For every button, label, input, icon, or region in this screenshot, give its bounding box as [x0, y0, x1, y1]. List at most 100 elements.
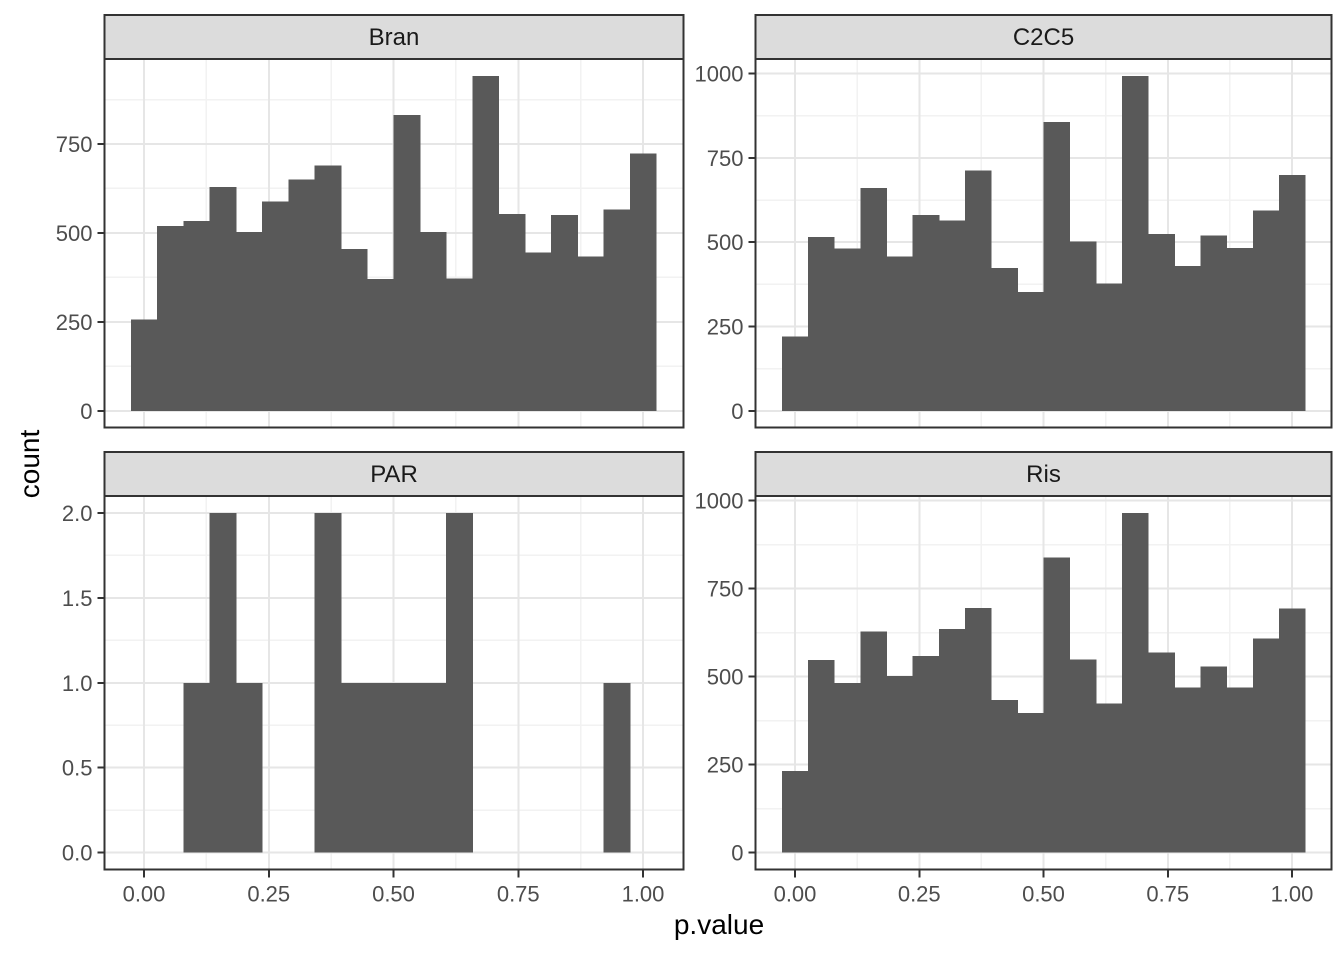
- histogram-bar: [340, 682, 368, 853]
- x-tick-label: 0.75: [497, 882, 540, 907]
- x-tick-label: 1.00: [622, 882, 665, 907]
- histogram-bar: [1200, 666, 1228, 853]
- facet-ris: Ris 0 250 500 750 1000 0.00 0.25 0.50 0.75 1.00: [695, 451, 1333, 907]
- histogram-bar: [781, 336, 809, 411]
- y-tick-label: 2.0: [62, 501, 93, 526]
- x-tick-label: 1.00: [1271, 882, 1314, 907]
- histogram-bar: [157, 225, 184, 411]
- histogram-bar: [834, 248, 861, 411]
- facet-strip: [103, 451, 685, 497]
- histogram-bar: [393, 682, 421, 853]
- histogram-bar: [393, 115, 421, 411]
- histogram-bar: [1069, 659, 1097, 853]
- histogram-bar: [419, 231, 447, 411]
- histogram-bar: [603, 682, 631, 853]
- histogram-bar: [262, 201, 289, 411]
- y-tick-label: 1.5: [62, 586, 93, 611]
- x-tick-label: 0.50: [372, 882, 415, 907]
- histogram-bars: [130, 75, 657, 411]
- y-tick-label: 250: [56, 310, 93, 335]
- histogram-bars: [781, 75, 1306, 411]
- histogram-bar: [965, 607, 992, 853]
- histogram-bar: [524, 252, 552, 411]
- histogram-bar: [1278, 608, 1306, 853]
- facet-strip-label: C2C5: [1013, 24, 1074, 51]
- histogram-bar: [860, 631, 888, 853]
- histogram-bar: [183, 221, 211, 411]
- histogram-bar: [1121, 75, 1149, 411]
- histogram-bar: [577, 256, 605, 411]
- histogram-bar: [1121, 512, 1149, 853]
- histogram-bar: [235, 231, 263, 411]
- histogram-bar: [912, 214, 940, 411]
- histogram-bar: [314, 512, 342, 853]
- histogram-bar: [781, 770, 809, 853]
- histogram-bar: [860, 187, 888, 411]
- facet-strip-label: Ris: [1026, 461, 1061, 488]
- y-tick-label: 0: [731, 841, 743, 866]
- y-tick-label: 1000: [695, 489, 744, 514]
- histogram-bar: [183, 682, 211, 853]
- facet-strip: [754, 451, 1333, 497]
- histogram-bar: [1252, 638, 1280, 853]
- y-tick-label: 500: [707, 230, 744, 255]
- histogram-bar: [340, 248, 368, 411]
- histogram-bar: [1069, 241, 1097, 411]
- y-tick-label: 750: [707, 146, 744, 171]
- y-tick-label: 1.0: [62, 671, 93, 696]
- histogram-bar: [367, 682, 394, 853]
- histogram-bar: [1252, 210, 1280, 411]
- x-tick-label: 0.25: [247, 882, 290, 907]
- histogram-bar: [629, 153, 657, 411]
- histogram-bar: [1043, 557, 1071, 853]
- histogram-bar: [1017, 713, 1044, 853]
- histogram-bar: [1174, 266, 1201, 411]
- histogram-bars: [781, 512, 1306, 853]
- x-tick-label: 0.00: [123, 882, 166, 907]
- histogram-bar: [367, 279, 394, 411]
- facet-bran: Bran 0 250 500 750: [56, 14, 685, 429]
- x-tick-label: 0.00: [774, 882, 817, 907]
- histogram-bar: [551, 215, 578, 411]
- histogram-bar: [1174, 687, 1201, 853]
- y-tick-label: 0.0: [62, 841, 93, 866]
- histogram-bars: [183, 512, 631, 853]
- facet-par: PAR 0.0 0.5 1.0 1.5 2.0 0.00 0.25 0.50 0.75 1.00: [62, 451, 685, 907]
- histogram-bar: [130, 319, 158, 411]
- histogram-bar: [209, 512, 237, 853]
- y-tick-label: 0: [731, 399, 743, 424]
- histogram-bar: [209, 187, 237, 411]
- histogram-bar: [1017, 291, 1044, 411]
- histogram-bar: [938, 629, 966, 853]
- histogram-bar: [235, 682, 263, 853]
- histogram-bar: [472, 75, 500, 411]
- y-tick-label: 0.5: [62, 756, 93, 781]
- x-tick-label: 0.75: [1146, 882, 1189, 907]
- histogram-bar: [912, 656, 940, 853]
- y-tick-label: 500: [56, 221, 93, 246]
- histogram-bar: [834, 682, 861, 853]
- facet-c2c5: C2C5 0 250 500 750 1000: [695, 14, 1333, 429]
- histogram-bar: [446, 512, 473, 853]
- histogram-bar: [1226, 687, 1254, 853]
- histogram-bar: [1278, 174, 1306, 411]
- y-tick-label: 750: [707, 577, 744, 602]
- histogram-bar: [446, 278, 473, 411]
- histogram-bar: [1226, 247, 1254, 411]
- histogram-bar: [886, 256, 914, 411]
- x-tick-label: 0.25: [898, 882, 941, 907]
- histogram-bar: [965, 170, 992, 411]
- y-tick-label: 500: [707, 665, 744, 690]
- histogram-bar: [1200, 235, 1228, 411]
- y-tick-label: 0: [80, 399, 92, 424]
- facet-strip: [103, 14, 685, 60]
- y-tick-label: 250: [707, 314, 744, 339]
- histogram-bar: [938, 220, 966, 411]
- facet-strip-label: Bran: [369, 24, 420, 51]
- histogram-bar: [991, 699, 1018, 853]
- y-axis-title: count: [14, 429, 45, 499]
- facet-strip-label: PAR: [370, 461, 418, 488]
- histogram-bar: [886, 676, 914, 853]
- x-axis-title: p.value: [673, 909, 765, 940]
